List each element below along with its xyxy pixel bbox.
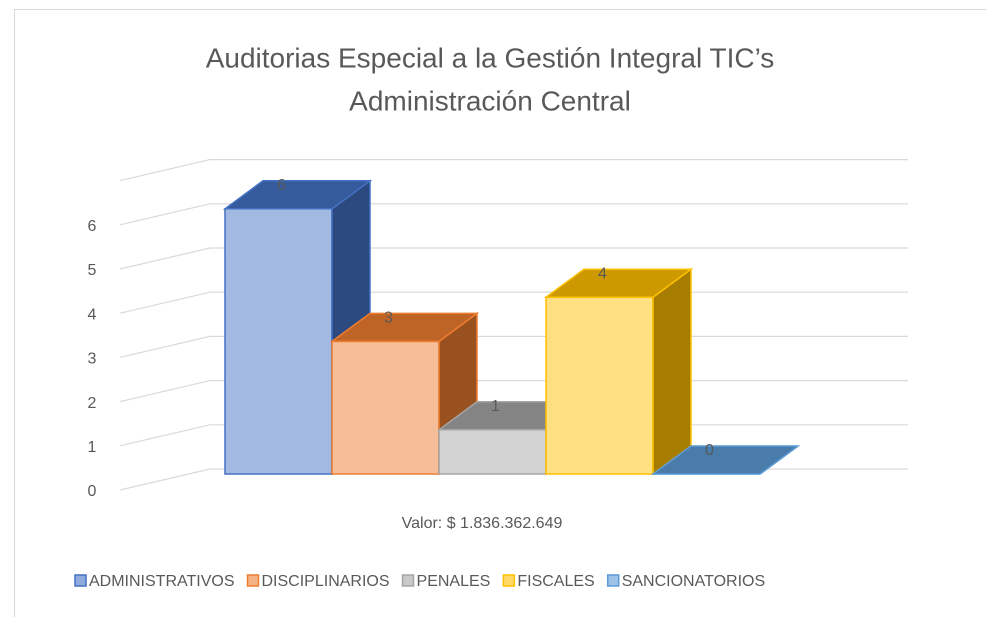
y-tick-label: 2 bbox=[88, 395, 97, 412]
legend-label: ADMINISTRATIVOS bbox=[89, 573, 235, 590]
grid-line bbox=[119, 247, 908, 270]
bar-front bbox=[224, 208, 333, 475]
y-tick-label: 1 bbox=[88, 439, 97, 456]
legend-label: SANCIONATORIOS bbox=[622, 573, 765, 590]
bar-front bbox=[438, 429, 547, 475]
chart-border bbox=[14, 9, 986, 617]
bar-front bbox=[331, 340, 440, 475]
legend-label: DISCIPLINARIOS bbox=[262, 573, 390, 590]
legend-swatch bbox=[401, 574, 415, 587]
chart-title: Auditorias Especial a la Gestión Integra… bbox=[206, 42, 775, 73]
bar bbox=[543, 267, 694, 476]
bar bbox=[329, 311, 480, 476]
y-tick-label: 6 bbox=[88, 218, 97, 235]
data-label: 4 bbox=[598, 265, 607, 282]
bar-front bbox=[545, 296, 654, 475]
bar bbox=[650, 445, 801, 475]
bar-top bbox=[543, 268, 694, 298]
legend-label: PENALES bbox=[417, 573, 491, 590]
grid-line bbox=[119, 203, 908, 226]
y-tick-label: 3 bbox=[88, 351, 97, 368]
grid-line bbox=[119, 159, 908, 182]
bar-top bbox=[329, 312, 480, 343]
bar-top bbox=[650, 445, 801, 475]
legend-label: FISCALES bbox=[517, 573, 594, 590]
legend-swatch bbox=[74, 574, 87, 587]
chart-title: Administración Central bbox=[349, 85, 631, 116]
data-label: 6 bbox=[277, 177, 286, 194]
bar-top bbox=[222, 180, 373, 210]
legend-swatch bbox=[246, 574, 260, 587]
bar bbox=[222, 179, 373, 476]
data-label: 1 bbox=[491, 398, 500, 415]
legend-swatch bbox=[502, 574, 516, 587]
x-tick-label: Valor: $ 1.836.362.649 bbox=[402, 515, 563, 532]
legend-swatch bbox=[606, 574, 620, 587]
y-tick-label: 0 bbox=[88, 483, 97, 500]
data-label: 0 bbox=[705, 442, 714, 459]
y-tick-label: 4 bbox=[88, 306, 97, 323]
bar-side bbox=[652, 267, 692, 476]
y-tick-label: 5 bbox=[88, 262, 97, 279]
data-label: 3 bbox=[384, 310, 393, 327]
